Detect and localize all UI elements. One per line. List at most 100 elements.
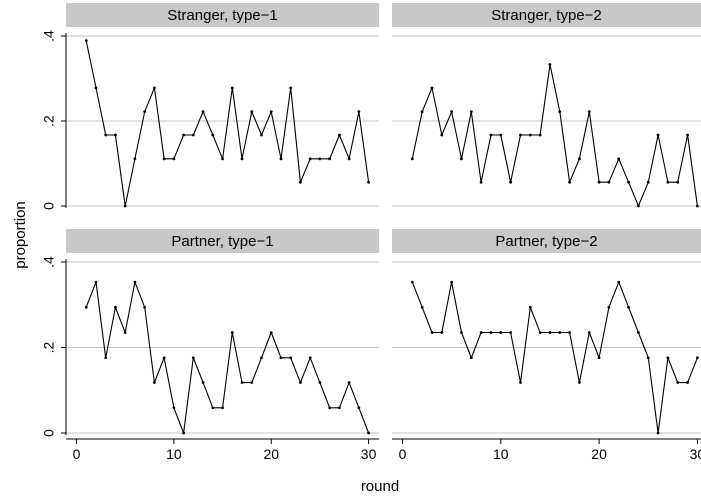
data-point (607, 180, 611, 184)
data-point (420, 305, 424, 309)
data-point (240, 157, 244, 161)
data-point (587, 110, 591, 114)
data-point (538, 331, 542, 334)
data-point (430, 86, 434, 90)
data-point (410, 280, 414, 284)
data-point (289, 86, 293, 90)
data-point (548, 63, 552, 66)
data-point (568, 331, 572, 334)
data-point (221, 157, 224, 161)
data-point (318, 157, 322, 161)
panel-title: Partner, type−2 (495, 233, 597, 250)
data-point (279, 157, 283, 161)
y-tick-label: .4 (41, 256, 57, 268)
series-line (411, 63, 698, 207)
data-point (686, 133, 689, 137)
data-point (367, 180, 370, 184)
data-point (430, 331, 434, 334)
panel-strip (66, 229, 379, 253)
data-point (607, 305, 611, 309)
x-tick-label: 20 (263, 446, 279, 462)
data-point (211, 133, 215, 137)
data-point (337, 133, 341, 137)
data-point (450, 110, 454, 114)
data-point (666, 356, 670, 360)
data-point (337, 406, 341, 410)
data-point (123, 204, 127, 208)
x-tick-label: 30 (690, 446, 701, 462)
data-point (637, 331, 640, 334)
data-point (676, 381, 680, 384)
data-point (578, 381, 581, 384)
series-line (85, 281, 370, 434)
data-point (260, 356, 263, 360)
data-point (308, 356, 312, 360)
data-point (637, 204, 640, 208)
x-tick-label: 10 (166, 446, 182, 462)
data-point (182, 431, 186, 435)
data-point (347, 157, 351, 161)
data-point (696, 204, 699, 208)
data-point (627, 180, 630, 184)
series-line (411, 281, 698, 434)
data-point (509, 180, 513, 184)
data-point (328, 157, 332, 161)
data-point (211, 406, 215, 410)
data-point (367, 431, 370, 435)
data-point (479, 331, 483, 334)
data-point (597, 356, 601, 360)
data-point (686, 381, 689, 384)
data-point (299, 381, 302, 384)
data-point (279, 356, 283, 360)
x-tick-label: 10 (493, 446, 509, 462)
data-point (230, 86, 234, 90)
data-point (172, 406, 176, 410)
panel-4: Partner, type−2 0 10 20 30 (392, 229, 701, 462)
data-point (538, 133, 542, 137)
data-point (328, 406, 332, 410)
data-point (133, 280, 137, 284)
y-tick-label: .2 (41, 115, 57, 127)
data-point (568, 180, 572, 184)
x-tick-label: 30 (361, 446, 377, 462)
data-point (143, 110, 147, 114)
series-line (85, 40, 370, 207)
data-point (347, 381, 351, 384)
data-point (519, 133, 522, 137)
data-point (318, 381, 322, 384)
data-point (250, 110, 254, 114)
data-point (357, 110, 361, 114)
data-point (420, 110, 424, 114)
data-point (479, 180, 483, 184)
data-point (357, 406, 361, 410)
y-tick-label: 0 (41, 202, 57, 210)
data-point (104, 356, 108, 360)
data-point (201, 381, 205, 384)
data-point (499, 133, 503, 137)
data-point (656, 133, 660, 137)
data-point (646, 356, 650, 360)
panel-strip (392, 229, 701, 253)
data-point (152, 86, 156, 90)
panel-3: Partner, type−1 0 .2 .4 0 10 20 30 (41, 229, 379, 462)
x-axis-title: round (361, 478, 399, 495)
data-point (587, 331, 591, 334)
data-point (133, 157, 137, 161)
data-point (84, 39, 88, 43)
data-point (578, 157, 581, 161)
data-point (489, 133, 493, 137)
data-point (94, 86, 98, 90)
data-point (558, 331, 562, 334)
data-point (260, 133, 263, 137)
y-tick-label: 0 (41, 429, 57, 437)
y-tick-label: .2 (41, 341, 57, 353)
data-point (528, 305, 532, 309)
data-point (230, 331, 234, 334)
data-point (289, 356, 293, 360)
data-point (84, 305, 88, 309)
data-point (104, 133, 108, 137)
data-point (460, 157, 463, 161)
data-point (162, 157, 166, 161)
data-point (410, 157, 414, 161)
